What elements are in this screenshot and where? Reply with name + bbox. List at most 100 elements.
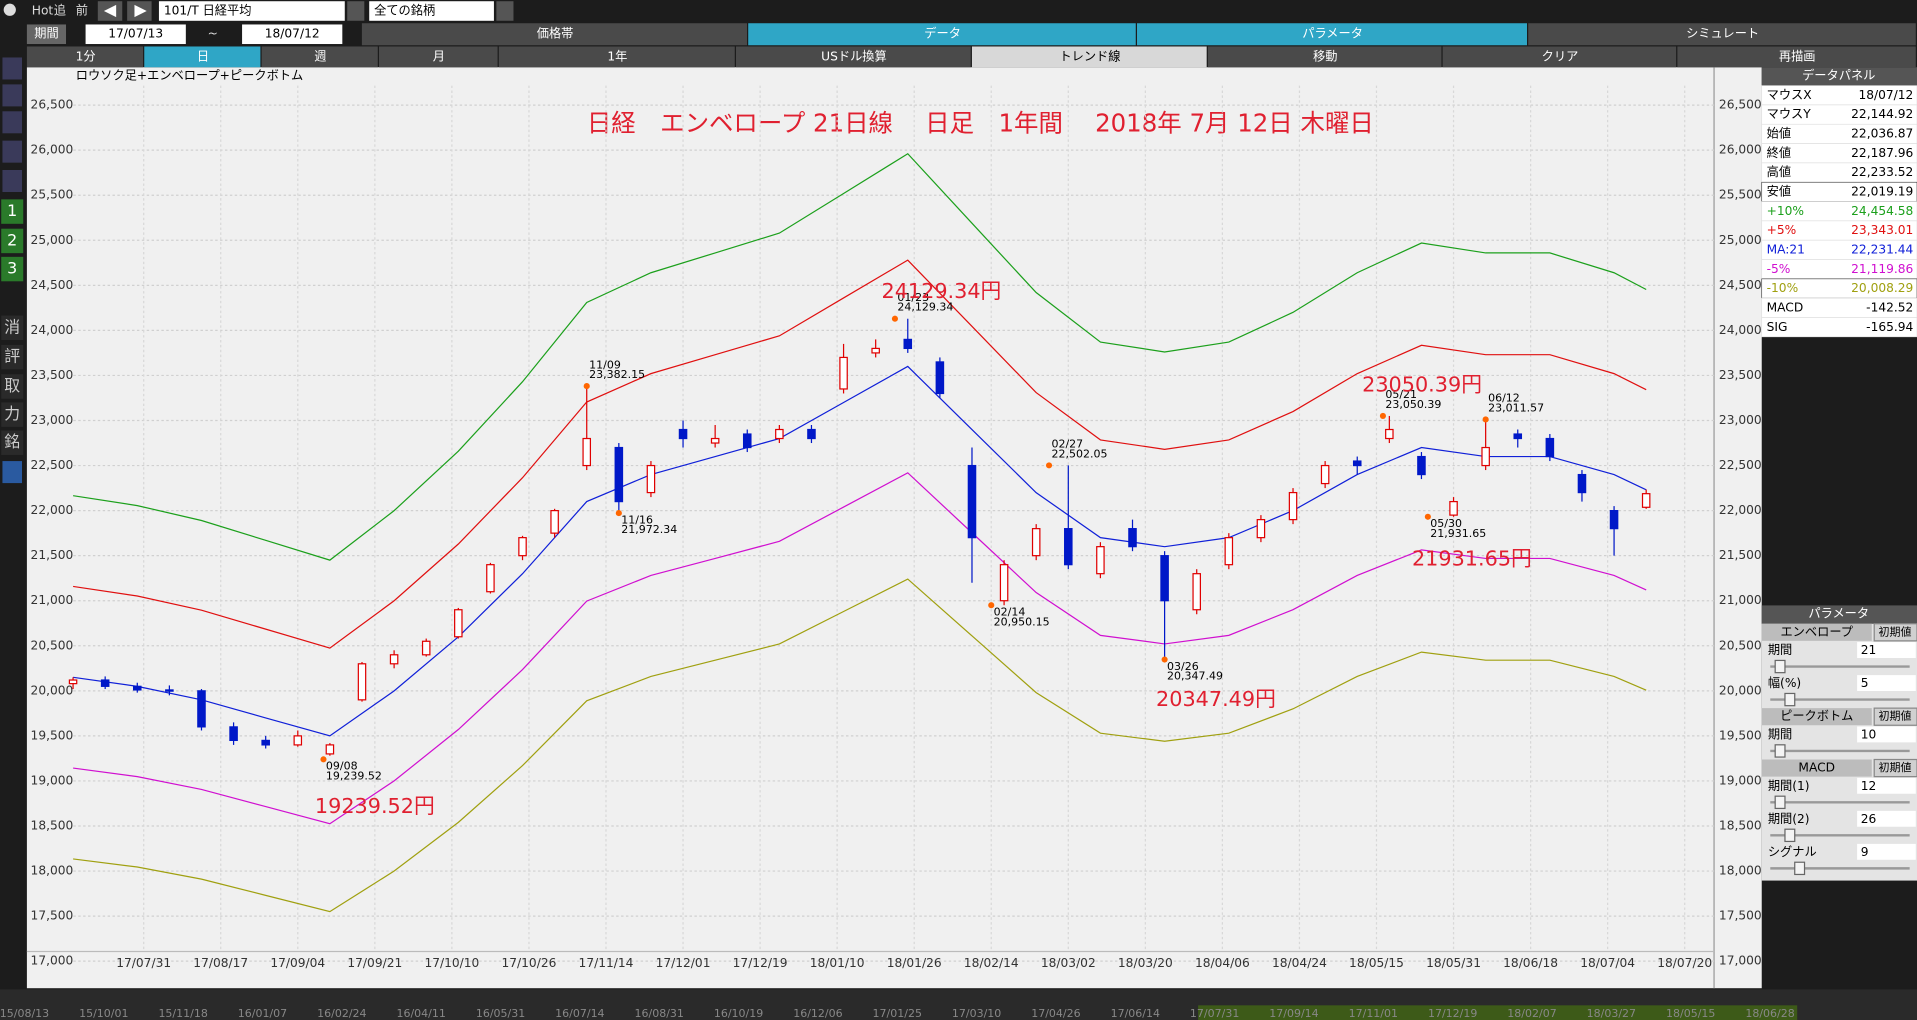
tab[interactable] bbox=[748, 23, 1136, 46]
slider-thumb[interactable] bbox=[1774, 744, 1786, 758]
sidebar-icon[interactable] bbox=[2, 461, 23, 484]
sidebar-button[interactable] bbox=[1, 344, 24, 370]
data-row-label: MA:21 bbox=[1767, 242, 1805, 256]
envelope-line bbox=[73, 578, 1647, 913]
reset-button[interactable] bbox=[1873, 758, 1917, 778]
slider-thumb[interactable] bbox=[1794, 861, 1806, 876]
y-tick-label: 21,500 bbox=[31, 548, 74, 562]
add-button[interactable]: 追 bbox=[54, 3, 66, 18]
candle-body bbox=[775, 428, 784, 440]
candle-body bbox=[1513, 433, 1523, 440]
candle-body bbox=[132, 685, 142, 691]
param-value: 21 bbox=[1861, 643, 1877, 657]
peak-date: 05/21 bbox=[1385, 388, 1417, 401]
period-label-box bbox=[26, 24, 67, 45]
sidebar-button[interactable] bbox=[1, 430, 24, 455]
toolbar-button[interactable] bbox=[971, 46, 1207, 68]
param-input[interactable] bbox=[1857, 777, 1916, 794]
sidebar-icon[interactable] bbox=[2, 140, 23, 163]
param-input[interactable] bbox=[1857, 843, 1916, 860]
sidebar-icon[interactable] bbox=[2, 57, 23, 80]
y-tick-label: 23,500 bbox=[31, 368, 74, 382]
reset-button[interactable] bbox=[1873, 707, 1917, 726]
toolbar-button[interactable] bbox=[378, 46, 498, 68]
sidebar-button[interactable] bbox=[1, 402, 24, 427]
navigator-date: 15/10/01 bbox=[79, 1007, 128, 1020]
sidebar-icon[interactable] bbox=[2, 84, 23, 107]
tab-label: 価格帯 bbox=[537, 26, 574, 41]
sidebar-button[interactable] bbox=[1, 256, 24, 282]
toolbar-button[interactable] bbox=[144, 46, 261, 68]
toolbar-button[interactable] bbox=[261, 46, 378, 68]
sidebar-button[interactable] bbox=[1, 228, 24, 254]
sidebar-icon[interactable] bbox=[2, 170, 23, 193]
y-tick-label-right: 20,000 bbox=[1719, 683, 1762, 697]
x-tick-label: 18/04/24 bbox=[1272, 956, 1327, 970]
param-label: 期間(2) bbox=[1768, 812, 1810, 826]
sidebar-icon[interactable] bbox=[2, 111, 23, 134]
y-tick-label-right: 18,000 bbox=[1719, 864, 1762, 878]
param-input[interactable] bbox=[1857, 675, 1916, 692]
x-tick-label: 18/03/02 bbox=[1041, 956, 1096, 970]
navigator-window[interactable] bbox=[1198, 1005, 1798, 1020]
slider-thumb[interactable] bbox=[1784, 828, 1796, 843]
reset-button[interactable] bbox=[1873, 623, 1917, 642]
candle-body bbox=[935, 361, 945, 395]
candle-body bbox=[68, 679, 78, 685]
data-panel-header bbox=[1761, 67, 1917, 86]
candle-body bbox=[1096, 546, 1105, 575]
y-tick-label: 19,000 bbox=[31, 773, 74, 787]
navigator-date: 16/12/06 bbox=[793, 1007, 842, 1020]
bulb-icon[interactable] bbox=[3, 3, 16, 16]
sidebar-button[interactable] bbox=[1, 374, 24, 399]
reset-label: 初期値 bbox=[1878, 760, 1911, 774]
candle-body bbox=[261, 739, 270, 746]
peak-marker bbox=[1424, 513, 1431, 520]
from-input[interactable] bbox=[85, 24, 186, 45]
forward-arrow bbox=[134, 4, 147, 18]
to-input[interactable] bbox=[242, 24, 343, 45]
y-tick-label-right: 23,000 bbox=[1719, 413, 1762, 427]
y-tick-label-right: 22,500 bbox=[1719, 458, 1762, 472]
sidebar-button[interactable] bbox=[1, 199, 24, 224]
peak-value: 20,950.15 bbox=[994, 615, 1050, 628]
param-input[interactable] bbox=[1857, 726, 1916, 743]
toolbar-button[interactable] bbox=[735, 46, 971, 68]
code-dropdown[interactable] bbox=[347, 1, 365, 21]
prev-button[interactable]: 前 bbox=[76, 3, 88, 18]
universe-dropdown[interactable] bbox=[496, 1, 514, 21]
slider-thumb[interactable] bbox=[1774, 659, 1786, 674]
x-tick-label: 17/10/10 bbox=[424, 956, 479, 970]
param-section-name: MACD bbox=[1798, 761, 1835, 775]
chart-area bbox=[26, 67, 1762, 989]
x-tick-label: 17/12/19 bbox=[733, 956, 788, 970]
x-tick-label: 17/12/01 bbox=[656, 956, 711, 970]
toolbar-button[interactable] bbox=[1207, 46, 1442, 68]
toolbar-button[interactable] bbox=[1442, 46, 1677, 68]
universe-input[interactable] bbox=[369, 1, 494, 21]
param-label: 期間 bbox=[1768, 728, 1792, 742]
x-tick-label: 18/07/20 bbox=[1657, 956, 1712, 970]
hot-button[interactable]: Hot bbox=[32, 4, 54, 18]
param-input[interactable] bbox=[1857, 810, 1916, 827]
candle-body bbox=[1577, 473, 1587, 494]
tab[interactable] bbox=[361, 23, 747, 46]
tab[interactable] bbox=[1528, 23, 1916, 46]
candle-body bbox=[550, 510, 559, 534]
toolbar-button[interactable] bbox=[498, 46, 735, 68]
code-text: 101/T 日経平均 bbox=[164, 4, 252, 18]
slider-thumb[interactable] bbox=[1784, 692, 1796, 707]
x-tick-label: 18/06/18 bbox=[1503, 956, 1558, 970]
candle-body bbox=[454, 609, 463, 638]
code-input[interactable] bbox=[158, 1, 345, 21]
slider-thumb[interactable] bbox=[1774, 795, 1786, 810]
tab[interactable] bbox=[1136, 23, 1527, 46]
toolbar-button[interactable] bbox=[1677, 46, 1916, 68]
sidebar-button[interactable] bbox=[1, 315, 24, 340]
param-value: 9 bbox=[1861, 845, 1869, 859]
data-row-value: 22,233.52 bbox=[1851, 165, 1913, 179]
param-input[interactable] bbox=[1857, 642, 1916, 658]
y-tick-label-right: 25,500 bbox=[1719, 188, 1762, 202]
toolbar-button[interactable] bbox=[26, 46, 144, 68]
peak-callout: 19239.52円 bbox=[315, 794, 435, 818]
